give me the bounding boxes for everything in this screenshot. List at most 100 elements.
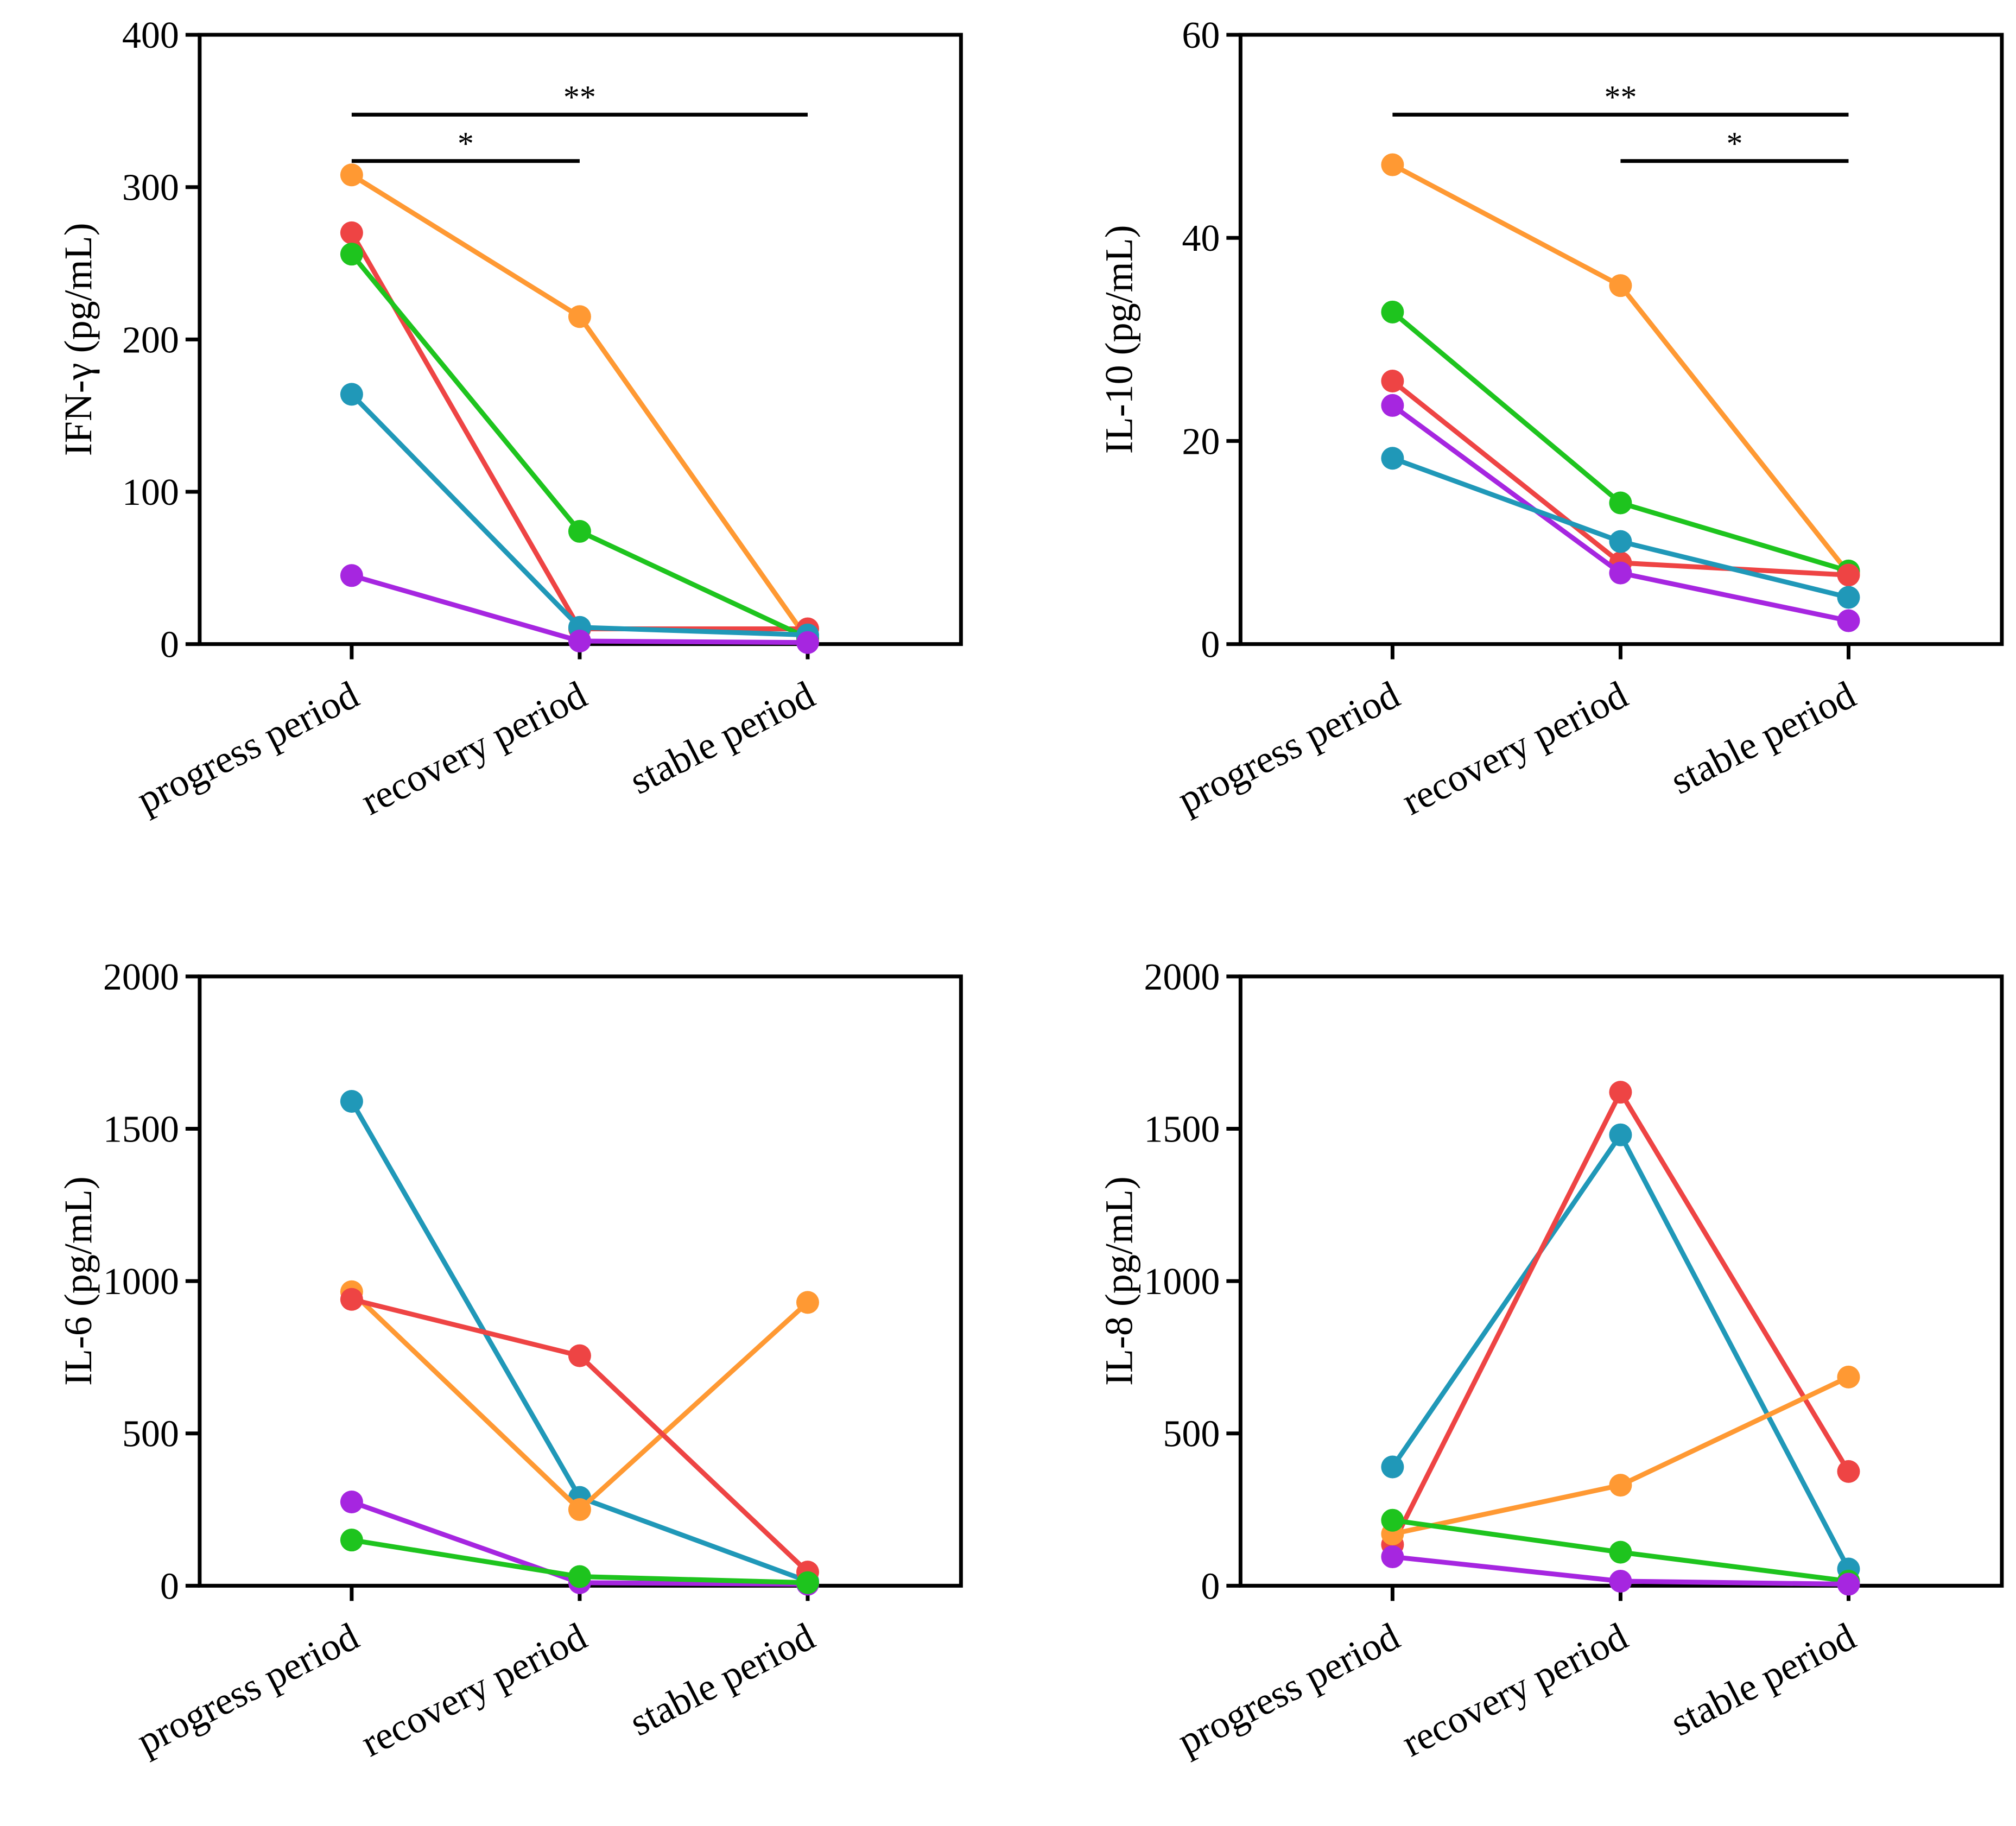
y-tick-label: 40 (1182, 218, 1220, 259)
data-point (1609, 274, 1632, 297)
series-4 (340, 383, 819, 646)
data-point (796, 1291, 819, 1314)
x-category-label: progress period (130, 673, 366, 822)
y-tick-label: 60 (1182, 15, 1220, 56)
data-point (1381, 153, 1404, 176)
series-5 (1381, 447, 1860, 609)
data-point (568, 1565, 591, 1588)
data-point (1609, 491, 1632, 515)
x-category-label: stable period (1664, 673, 1862, 803)
data-point (340, 163, 363, 187)
y-tick-label: 400 (122, 15, 179, 56)
chart-panel-3: 0 500 1000 1500 2000 IL-6 (pg/mL) progress per… (56, 956, 963, 1765)
chart-panel-2: 0 20 40 60 IL-10 (pg/mL) progress periodrecov… (1097, 15, 2004, 823)
y-tick-label: 1500 (1144, 1108, 1220, 1150)
data-point (568, 1344, 591, 1367)
data-point (796, 1571, 819, 1594)
y-tick-label: 0 (1201, 1565, 1220, 1607)
y-tick-label: 1500 (103, 1108, 179, 1150)
series-1 (1381, 1123, 1860, 1581)
data-point (340, 1288, 363, 1311)
data-point (340, 1089, 363, 1113)
x-category-label: stable period (1664, 1614, 1862, 1744)
series-line (349, 391, 810, 638)
y-axis-title: IFN-γ (pg/mL) (56, 223, 100, 456)
plot-frame (198, 33, 963, 646)
series-5 (340, 1529, 819, 1594)
y-tick-label: 200 (122, 319, 179, 361)
data-point (1609, 1569, 1632, 1593)
x-category-label: stable period (623, 1614, 821, 1744)
data-point (1381, 300, 1404, 324)
x-category-label: stable period (623, 673, 821, 803)
data-point (1381, 1545, 1404, 1569)
x-category-label: recovery period (354, 673, 594, 823)
series-4 (1381, 394, 1860, 632)
series-3 (340, 243, 819, 650)
data-point (568, 519, 591, 543)
significance-label: * (1726, 126, 1742, 162)
y-tick-label: 0 (160, 1565, 179, 1607)
data-point (1837, 563, 1860, 587)
series-1 (1381, 153, 1860, 585)
y-tick-label: 100 (122, 472, 179, 513)
y-tick-label: 2000 (103, 956, 179, 998)
data-point (340, 1529, 363, 1552)
y-tick-label: 0 (160, 624, 179, 666)
significance-label: * (458, 126, 474, 162)
y-tick-label: 300 (122, 167, 179, 209)
series-5 (1381, 1545, 1860, 1596)
data-point (1609, 1540, 1632, 1564)
y-axis-title: IL-8 (pg/mL) (1097, 1176, 1140, 1386)
series-2 (340, 221, 819, 641)
data-point (1381, 1455, 1404, 1479)
y-axis-title: IL-10 (pg/mL) (1097, 225, 1140, 454)
chart-panel-1: 0 100 200 300 400 IFN-γ (pg/mL) progress perio… (56, 15, 963, 823)
y-tick-label: 1000 (1144, 1261, 1220, 1303)
data-point (340, 564, 363, 587)
x-category-label: progress period (1171, 673, 1406, 822)
data-point (1609, 1474, 1632, 1497)
series-line (349, 1297, 810, 1575)
data-point (796, 631, 819, 654)
y-tick-label: 2000 (1144, 956, 1220, 998)
significance-label: ** (563, 79, 596, 115)
data-point (340, 221, 363, 244)
y-tick-label: 500 (122, 1413, 179, 1455)
data-point (1381, 394, 1404, 417)
y-tick-label: 20 (1182, 421, 1220, 462)
series-1 (340, 163, 819, 651)
data-point (340, 243, 363, 266)
x-category-label: progress period (130, 1614, 366, 1763)
data-point (1609, 1123, 1632, 1146)
data-point (1837, 586, 1860, 609)
data-point (1609, 530, 1632, 553)
data-point (1609, 1081, 1632, 1104)
x-category-label: recovery period (1395, 1614, 1634, 1765)
series-line (1390, 1374, 1851, 1537)
series-line (349, 1289, 810, 1512)
x-category-label: recovery period (1395, 673, 1634, 823)
series-5 (340, 564, 819, 654)
data-point (1381, 1508, 1404, 1532)
x-category-label: recovery period (354, 1614, 594, 1765)
series-line (1390, 1132, 1851, 1571)
x-category-label: progress period (1171, 1614, 1406, 1763)
series-line (349, 230, 810, 632)
data-point (1837, 1365, 1860, 1388)
y-axis-title: IL-6 (pg/mL) (56, 1176, 100, 1386)
chart-panel-4: 0 500 1000 1500 2000 IL-8 (pg/mL) progress per… (1097, 956, 2004, 1765)
data-point (1381, 370, 1404, 393)
data-point (1837, 1460, 1860, 1483)
data-point (1609, 561, 1632, 585)
y-tick-label: 0 (1201, 624, 1220, 666)
data-point (340, 383, 363, 406)
data-point (340, 1491, 363, 1514)
data-point (568, 1498, 591, 1521)
data-point (1837, 1573, 1860, 1596)
y-tick-label: 500 (1163, 1413, 1220, 1455)
data-point (568, 305, 591, 328)
data-point (1837, 609, 1860, 632)
series-3 (340, 1288, 819, 1584)
